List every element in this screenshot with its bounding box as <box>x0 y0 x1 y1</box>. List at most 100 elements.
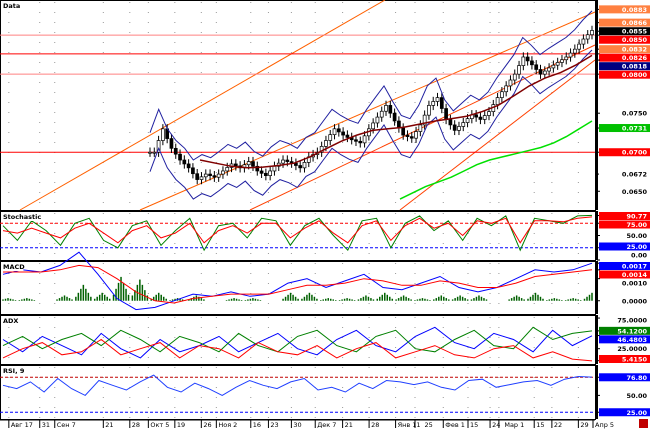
axis-label: 0.0826 <box>622 54 648 62</box>
candle <box>178 153 182 161</box>
x-tick-label: Дек 7 <box>317 421 336 429</box>
axis-label: 0.0650 <box>622 188 648 196</box>
axis-label: 46.4803 <box>617 336 647 344</box>
stochastic-k <box>2 214 593 252</box>
candle <box>216 173 221 178</box>
axis-label: 25.00 <box>626 409 647 417</box>
candle <box>551 64 556 69</box>
axis-label-bg <box>599 326 650 335</box>
candle <box>259 170 264 174</box>
axis-label: 90.77 <box>626 213 647 221</box>
axis-label: 25.00 <box>626 243 647 251</box>
axis-label-bg <box>599 270 650 279</box>
candle <box>435 97 440 102</box>
axis-label-bg <box>599 220 650 229</box>
x-tick-label: 21 <box>345 421 353 429</box>
candle <box>268 170 273 177</box>
candle <box>422 114 427 126</box>
x-tick-label: Авг 17 <box>11 421 33 429</box>
candle <box>555 62 560 66</box>
x-tick-label: 31 <box>42 421 50 429</box>
candle <box>298 165 303 169</box>
axis-label-bg <box>599 170 650 179</box>
candle <box>504 85 509 93</box>
candle <box>418 124 423 132</box>
axis-label-bg <box>599 124 650 133</box>
candle <box>332 128 337 136</box>
x-tick-label: Сен 7 <box>57 421 76 429</box>
candle <box>431 101 436 106</box>
candle <box>341 131 345 136</box>
candle <box>345 134 350 138</box>
axis-label: 25.0000 <box>617 345 647 353</box>
axis-label: 0.0818 <box>622 63 648 71</box>
candle <box>439 97 444 109</box>
axis-label: 0.0017 <box>622 263 647 271</box>
axis-label: 0.0883 <box>622 6 647 14</box>
axis-label: 50.00 <box>626 232 647 240</box>
axis-label: 0.0850 <box>622 36 648 44</box>
candle <box>508 79 513 87</box>
axis-label-bg <box>599 18 650 27</box>
candle <box>191 167 195 175</box>
axis-label: 75.00 <box>626 221 647 229</box>
candle <box>495 97 500 105</box>
candle <box>517 65 521 75</box>
x-tick-label: 28 <box>371 421 379 429</box>
candle <box>568 52 573 58</box>
x-tick-label: 21 <box>105 421 113 429</box>
axis-label: 5.4150 <box>622 356 648 364</box>
axis-label: 75.0000 <box>617 317 647 325</box>
candle <box>581 38 586 45</box>
candle <box>212 175 217 178</box>
plus-di-line <box>2 326 593 353</box>
adx-line <box>2 326 593 359</box>
trend-line <box>249 44 596 211</box>
candle <box>478 116 483 120</box>
candle <box>512 73 517 81</box>
candle <box>186 163 191 169</box>
x-tick-label: Апр 5 <box>595 421 614 429</box>
panel-title-bg <box>1 1 24 10</box>
panel-frame <box>0 211 596 261</box>
candle <box>409 136 414 139</box>
axis-label: 0.0010 <box>622 280 648 288</box>
candle <box>560 59 564 63</box>
axis-label-bg <box>599 35 650 44</box>
axis-label: 76.80 <box>626 374 647 382</box>
candle <box>384 105 388 112</box>
x-tick-label: 30 <box>293 421 301 429</box>
panel-title: RSI, 9 <box>3 367 25 375</box>
candle <box>452 124 457 131</box>
axis-label-bg <box>599 262 650 270</box>
macd-signal <box>3 264 593 304</box>
candle <box>379 110 384 118</box>
panel-title-bg <box>1 316 19 325</box>
panel-title-bg <box>1 262 24 271</box>
rsi-line <box>2 374 593 397</box>
trend-line <box>399 59 596 211</box>
x-tick-label: Мар 1 <box>504 421 524 429</box>
x-tick-label: Ноя 2 <box>218 421 237 429</box>
corner-button <box>639 419 648 428</box>
candle <box>474 114 478 118</box>
candle <box>302 162 307 169</box>
candle <box>199 176 204 180</box>
candle <box>152 151 157 154</box>
axis-label: 0.0800 <box>622 71 648 79</box>
x-tick-label: 15 <box>536 421 544 429</box>
candle <box>375 116 380 124</box>
moving-average-slow <box>399 120 593 200</box>
axis-label-bg <box>599 62 650 71</box>
candle <box>195 173 200 180</box>
stochastic-d <box>2 216 593 244</box>
candle <box>156 140 161 153</box>
macd-line <box>2 251 593 311</box>
x-tick-label: Окт 5 <box>150 421 169 429</box>
candle <box>336 128 341 133</box>
axis-label-bg <box>599 212 650 220</box>
candle <box>251 161 255 167</box>
candle <box>182 159 187 165</box>
x-tick-label: 23 <box>270 421 278 429</box>
candle <box>246 161 251 166</box>
